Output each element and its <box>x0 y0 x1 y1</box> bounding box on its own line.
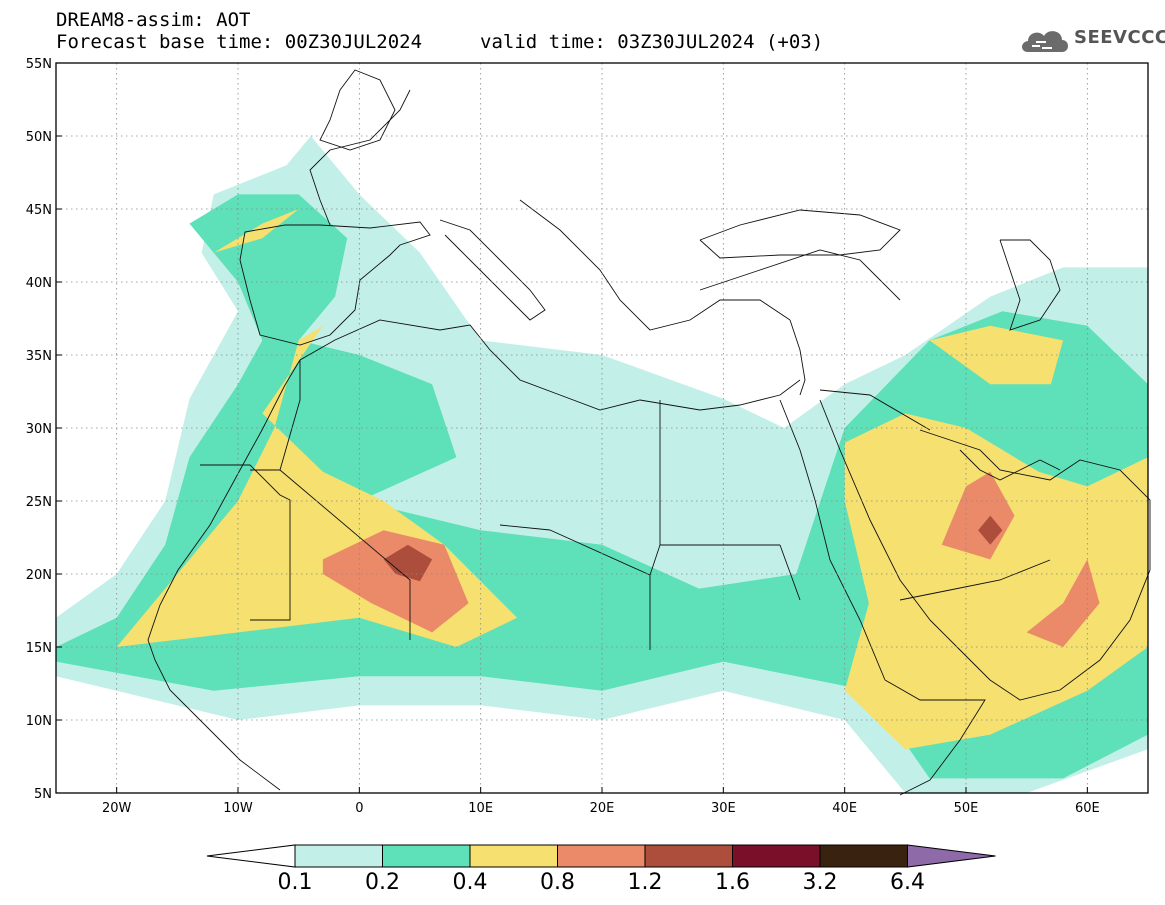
border-algeria-mali <box>279 469 411 640</box>
aot-region-10 <box>978 515 1003 545</box>
aot-region-3 <box>844 413 1148 750</box>
coastline-france <box>309 89 411 226</box>
valid-time: valid time: 03Z30JUL2024 (+03) <box>480 31 824 53</box>
coastlines <box>147 69 1151 796</box>
colorbar-box <box>732 844 821 868</box>
coastline-horn-africa <box>884 679 986 796</box>
border-sudan <box>649 544 801 601</box>
coastline-balkans-greece <box>519 199 791 331</box>
lon-tick-label: 30E <box>711 801 736 816</box>
colorbar-label: 6.4 <box>890 870 925 895</box>
seevccc-logo: SEEVCCC <box>1018 22 1165 58</box>
lon-tick-label: 10W <box>223 801 253 816</box>
colorbar-label: 0.2 <box>365 870 400 895</box>
colorbar-label: 1.2 <box>627 870 663 895</box>
colorbar-label: 3.2 <box>802 870 838 895</box>
coastline-north-africa <box>147 319 801 641</box>
lon-tick-label: 40E <box>832 801 857 816</box>
coastline-caspian <box>999 239 1061 331</box>
colorbar-under-arrow <box>206 844 296 868</box>
coastline-persian-gulf <box>959 449 1061 481</box>
lat-tick-label: 55N <box>26 57 52 72</box>
aot-region-9 <box>383 544 433 582</box>
coastline-arabia <box>919 429 1151 701</box>
coastline-west-africa <box>147 639 281 791</box>
coastline-britain <box>319 69 396 151</box>
lon-tick-label: 50E <box>954 801 979 816</box>
colorbar-box <box>294 844 383 868</box>
lon-tick-label: 0 <box>355 801 363 816</box>
aot-region-4 <box>213 209 299 253</box>
cloud-icon <box>1022 31 1068 52</box>
lat-tick-label: 5N <box>34 787 52 802</box>
colorbar-label: 0.1 <box>277 870 313 895</box>
lon-tick-label: 10E <box>468 801 493 816</box>
colorbar-box <box>469 844 558 868</box>
lat-tick-label: 20N <box>26 568 52 583</box>
colorbar-over-arrow <box>907 844 996 868</box>
lat-tick-label: 10N <box>26 714 52 729</box>
aot-region-8 <box>1026 559 1100 647</box>
border-saudi <box>819 389 1051 601</box>
lat-tick-label: 30N <box>26 422 52 437</box>
lat-tick-label: 45N <box>26 203 52 218</box>
border-morocco-algeria <box>250 360 301 471</box>
axis-ticks: 55N 50N 45N 40N 35N 30N 25N 20N 15N 10N 5N 20W 10W 0 1… <box>26 57 1100 816</box>
lat-tick-label: 35N <box>26 349 52 364</box>
lat-tick-label: 40N <box>26 276 52 291</box>
coastline-italy <box>439 219 546 321</box>
colorbar-box <box>382 844 471 868</box>
colorbar-box <box>819 844 908 868</box>
aot-region-6 <box>322 530 469 633</box>
coastline-black-sea <box>699 209 901 259</box>
colorbar-box <box>644 844 733 868</box>
lon-tick-label: 60E <box>1075 801 1100 816</box>
map-title: DREAM8-assim: AOT <box>56 9 251 31</box>
border-mauritania <box>200 464 291 621</box>
logo-text: SEEVCCC <box>1074 27 1165 48</box>
colorbar-box <box>557 844 646 868</box>
coastline-levant <box>789 319 806 396</box>
lon-tick-label: 20W <box>102 801 132 816</box>
coastline-iberia <box>239 221 431 346</box>
colorbar-label: 0.8 <box>540 870 575 895</box>
colorbar <box>206 844 996 868</box>
lat-tick-label: 50N <box>26 130 52 145</box>
lon-tick-label: 20E <box>590 801 615 816</box>
colorbar-label: 1.6 <box>715 870 750 895</box>
lat-tick-label: 25N <box>26 495 52 510</box>
gridlines <box>56 63 1148 793</box>
lat-tick-label: 15N <box>26 641 52 656</box>
coastline-red-sea <box>779 399 931 681</box>
forecast-base-time: Forecast base time: 00Z30JUL2024 <box>56 31 423 53</box>
colorbar-label: 0.4 <box>452 870 488 895</box>
